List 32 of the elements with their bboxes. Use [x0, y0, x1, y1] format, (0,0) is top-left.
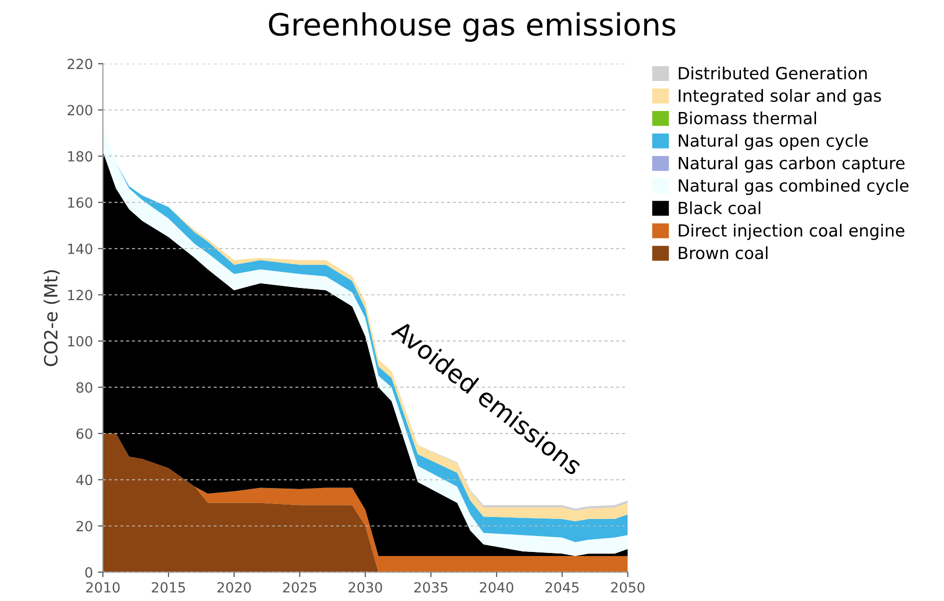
y-tick-label: 40: [76, 474, 92, 486]
x-tick-label: 2015: [152, 582, 185, 593]
x-tick-label: 2010: [86, 582, 120, 593]
y-tick-label: 60: [76, 428, 92, 439]
x-tick-label: 2020: [217, 582, 251, 593]
legend-label: Black coal: [678, 201, 760, 214]
y-tick-label: 200: [68, 104, 92, 116]
y-tick-label: 180: [68, 151, 92, 162]
legend-label: Direct injection coal engine: [678, 224, 904, 240]
y-tick-label: 100: [68, 336, 92, 347]
x-tick-label: 2035: [414, 582, 448, 593]
y-tick-label: 0: [85, 567, 92, 578]
x-tick-label: 2025: [283, 582, 316, 593]
legend-label: Distributed Generation: [678, 66, 867, 80]
x-tick-label: 2045: [545, 582, 579, 593]
x-tick-label: 2040: [480, 582, 514, 593]
legend-label: Biomass thermal: [678, 112, 816, 124]
y-axis-title: CO2-e (Mt): [44, 270, 60, 366]
y-tick-label: 20: [76, 520, 92, 532]
y-tick-label: 220: [68, 58, 92, 70]
legend-label: Integrated solar and gas: [678, 89, 881, 106]
x-tick-label: 2050: [611, 582, 645, 593]
x-tick-label: 2030: [348, 582, 382, 593]
legend-label: Natural gas carbon capture: [678, 156, 905, 173]
legend-label: Natural gas open cycle: [678, 134, 868, 150]
y-tick-label: 120: [68, 290, 92, 300]
y-tick-label: 80: [76, 382, 92, 393]
y-tick-label: 160: [68, 197, 92, 208]
legend-label: Brown coal: [678, 246, 768, 260]
legend-label: Natural gas combined cycle: [678, 178, 908, 196]
chart-title: Greenhouse gas emissions: [268, 12, 676, 42]
y-tick-label: 140: [68, 244, 92, 254]
